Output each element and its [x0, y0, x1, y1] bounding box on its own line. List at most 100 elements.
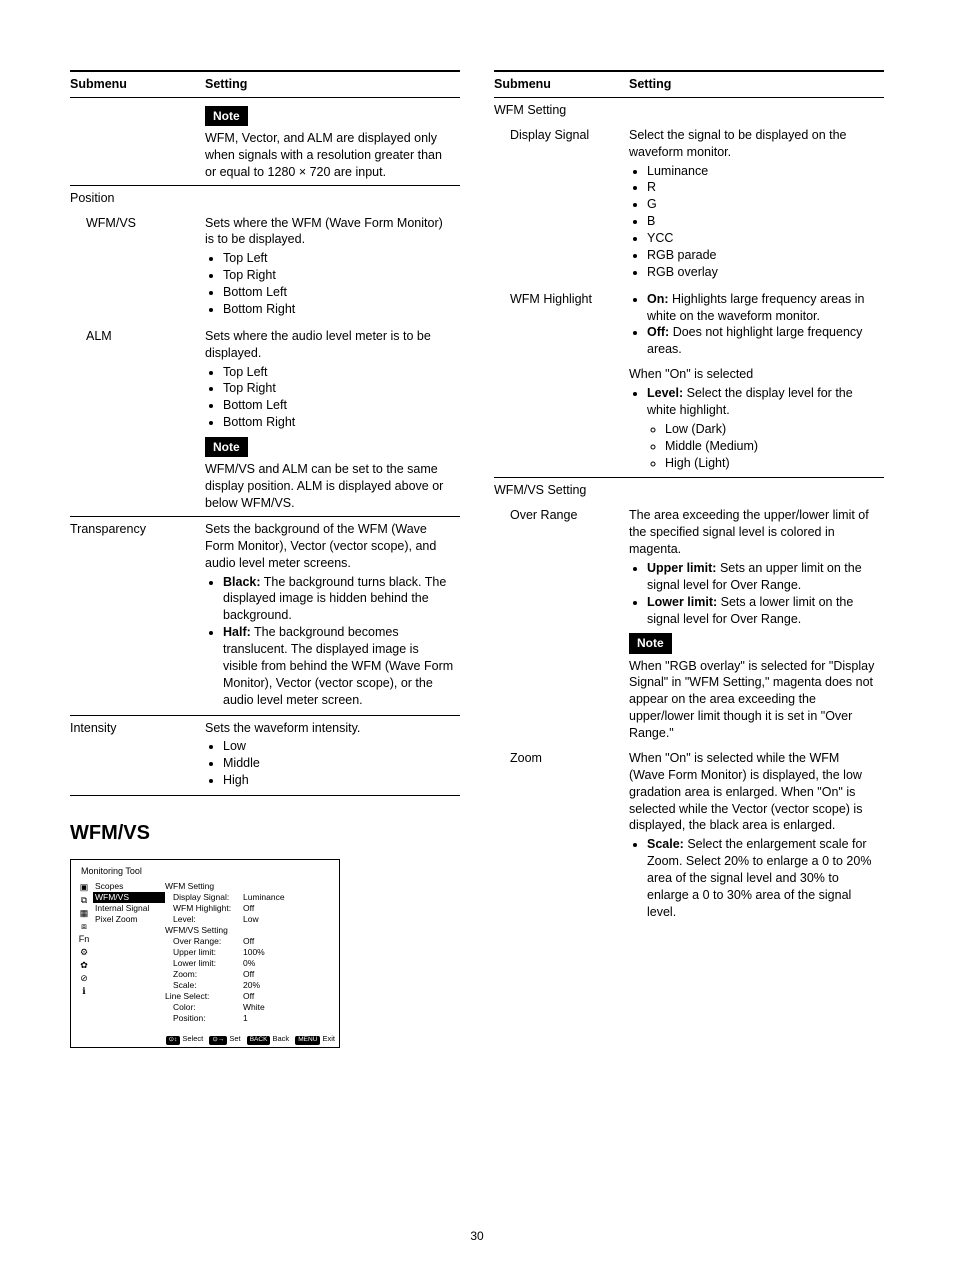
- list-item: On: Highlights large frequency areas in …: [647, 291, 878, 325]
- submenu-wfm-highlight: WFM Highlight: [494, 287, 629, 478]
- osd-icon: ▣: [80, 883, 89, 892]
- list-item: Low: [223, 738, 454, 755]
- osd-icon-rail: ▣ ⧉ ▦ ⧈ Fn ⚙ ✿ ⊘ ℹ: [75, 881, 93, 1025]
- right-settings-table: Submenu Setting WFM Setting Display Sign…: [494, 70, 884, 927]
- list-item: Top Right: [223, 380, 454, 397]
- osd-footer-chip: ⊙→: [209, 1036, 227, 1044]
- right-column: Submenu Setting WFM Setting Display Sign…: [494, 70, 884, 1048]
- osd-settings: WFM SettingDisplay Signal:WFM Highlight:…: [165, 881, 335, 1025]
- wfmvs-desc: Sets where the WFM (Wave Form Monitor) i…: [205, 216, 443, 247]
- list-item: G: [647, 196, 878, 213]
- zoom-scale: Scale: Select the enlargement scale for …: [629, 836, 878, 920]
- note-badge: Note: [205, 106, 248, 126]
- wfm-highlight-onoff: On: Highlights large frequency areas in …: [629, 291, 878, 359]
- osd-row-label: Display Signal:: [165, 892, 243, 903]
- list-item: Scale: Select the enlargement scale for …: [647, 836, 878, 920]
- submenu-wfm-setting: WFM Setting: [494, 97, 629, 122]
- submenu-zoom: Zoom: [494, 746, 629, 927]
- osd-title: Monitoring Tool: [81, 866, 335, 878]
- osd-screenshot: Monitoring Tool ▣ ⧉ ▦ ⧈ Fn ⚙ ✿ ⊘ ℹ Sco: [70, 859, 340, 1048]
- list-item: Bottom Left: [223, 284, 454, 301]
- list-item: RGB overlay: [647, 264, 878, 281]
- osd-row-label: Upper limit:: [165, 947, 243, 958]
- osd-row-label: Color:: [165, 1002, 243, 1013]
- col-header-setting: Setting: [629, 71, 884, 97]
- submenu-display-signal: Display Signal: [494, 123, 629, 287]
- list-item: Upper limit: Sets an upper limit on the …: [647, 560, 878, 594]
- list-item: Bottom Right: [223, 301, 454, 318]
- note-text: WFM, Vector, and ALM are displayed only …: [205, 131, 442, 179]
- zoom-desc: When "On" is selected while the WFM (Wav…: [629, 751, 862, 833]
- osd-row-value: Off: [243, 991, 335, 1002]
- osd-icon: ✿: [80, 961, 88, 970]
- osd-nav: Scopes WFM/VS Internal Signal Pixel Zoom: [93, 881, 165, 1025]
- submenu-transparency: Transparency: [70, 516, 205, 714]
- list-item: Middle (Medium): [665, 438, 878, 455]
- list-item: Middle: [223, 755, 454, 772]
- intensity-options: Low Middle High: [205, 738, 454, 789]
- list-item: High (Light): [665, 455, 878, 472]
- osd-row-label: Over Range:: [165, 936, 243, 947]
- osd-row-label: Lower limit:: [165, 958, 243, 969]
- osd-row-value: White: [243, 1002, 335, 1013]
- list-item: Top Right: [223, 267, 454, 284]
- list-item: RGB parade: [647, 247, 878, 264]
- osd-icon: ⧈: [81, 922, 87, 931]
- submenu-over-range: Over Range: [494, 503, 629, 746]
- page: Submenu Setting Note WFM, Vector, and AL…: [0, 0, 954, 1274]
- list-item: B: [647, 213, 878, 230]
- list-item: Top Left: [223, 250, 454, 267]
- osd-row-label: WFM Highlight:: [165, 903, 243, 914]
- osd-row-header: WFM/VS Setting: [165, 925, 243, 936]
- submenu-position: Position: [70, 185, 205, 210]
- over-range-limits: Upper limit: Sets an upper limit on the …: [629, 560, 878, 628]
- list-item: Black: The background turns black. The d…: [223, 574, 454, 625]
- list-item: Bottom Left: [223, 397, 454, 414]
- list-item: Low (Dark): [665, 421, 878, 438]
- osd-row-label: Scale:: [165, 980, 243, 991]
- wfmvs-options: Top Left Top Right Bottom Left Bottom Ri…: [205, 250, 454, 318]
- osd-footer-chip: ⊙↕: [166, 1036, 181, 1044]
- osd-row-value: Low: [243, 914, 335, 925]
- left-settings-table: Submenu Setting Note WFM, Vector, and AL…: [70, 70, 460, 796]
- submenu-wfmvs-setting: WFM/VS Setting: [494, 478, 629, 503]
- alm-note-text: WFM/VS and ALM can be set to the same di…: [205, 462, 443, 510]
- note-badge: Note: [629, 633, 672, 653]
- osd-icon: ▦: [80, 909, 89, 918]
- osd-row-label: Position:: [165, 1013, 243, 1024]
- over-range-note-text: When "RGB overlay" is selected for "Disp…: [629, 659, 874, 741]
- osd-row-label: Line Select:: [165, 991, 243, 1002]
- note-badge: Note: [205, 437, 248, 457]
- osd-icon: ⊘: [80, 974, 88, 983]
- osd-icon: ⚙: [80, 948, 88, 957]
- display-signal-desc: Select the signal to be displayed on the…: [629, 128, 847, 159]
- list-item: Level: Select the display level for the …: [647, 385, 878, 471]
- display-signal-options: Luminance R G B YCC RGB parade RGB overl…: [629, 163, 878, 281]
- list-item: Top Left: [223, 364, 454, 381]
- list-item: R: [647, 179, 878, 196]
- osd-row-value: 100%: [243, 947, 335, 958]
- osd-nav-item: Internal Signal: [93, 903, 165, 914]
- page-number: 30: [0, 1228, 954, 1244]
- over-range-desc: The area exceeding the upper/lower limit…: [629, 508, 869, 556]
- osd-row-label: Level:: [165, 914, 243, 925]
- osd-nav-item: Pixel Zoom: [93, 914, 165, 925]
- osd-icon: ℹ: [82, 987, 85, 996]
- wfm-highlight-level: Level: Select the display level for the …: [629, 385, 878, 471]
- list-item: Bottom Right: [223, 414, 454, 431]
- intensity-desc: Sets the waveform intensity.: [205, 721, 360, 735]
- transparency-desc: Sets the background of the WFM (Wave For…: [205, 522, 436, 570]
- osd-row-value: Luminance: [243, 892, 335, 903]
- col-header-submenu: Submenu: [70, 71, 205, 97]
- osd-row-header: WFM Setting: [165, 881, 243, 892]
- osd-row-value: Off: [243, 969, 335, 980]
- section-title-wfmvs: WFM/VS: [70, 820, 460, 847]
- osd-row-label: Zoom:: [165, 969, 243, 980]
- osd-footer: ⊙↕ Select ⊙→ Set BACK Back MENU Exit: [75, 1034, 335, 1044]
- submenu-alm: ALM: [70, 324, 205, 516]
- osd-row-value: 0%: [243, 958, 335, 969]
- osd-row-value: 20%: [243, 980, 335, 991]
- transparency-options: Black: The background turns black. The d…: [205, 574, 454, 709]
- list-item: YCC: [647, 230, 878, 247]
- osd-icon: Fn: [79, 935, 90, 944]
